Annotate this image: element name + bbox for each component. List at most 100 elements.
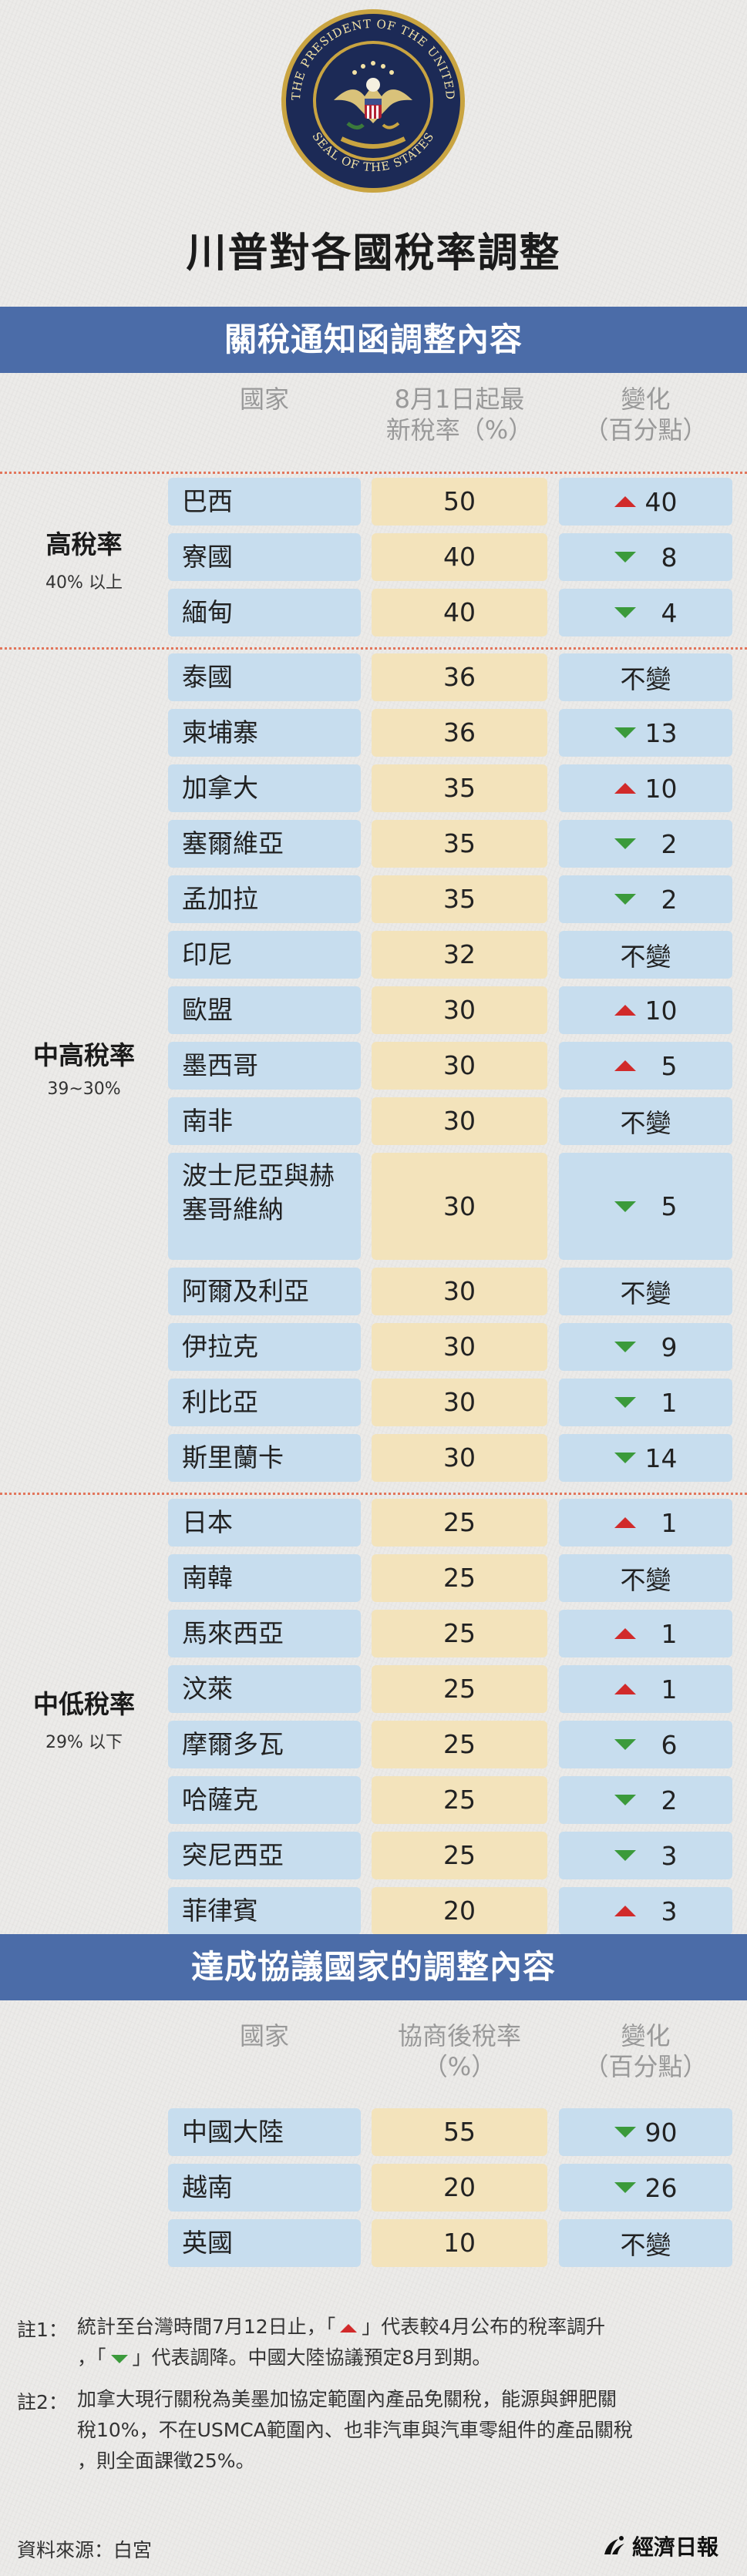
change-number: 10 — [644, 995, 678, 1026]
change-cell-bg — [559, 709, 732, 757]
rate-value: 20 — [443, 2172, 476, 2202]
change-cell-bg — [559, 478, 732, 526]
rate-cell-bg — [372, 1153, 547, 1260]
change-cell-bg — [559, 764, 732, 812]
rate-value: 35 — [443, 884, 476, 914]
rate-value: 35 — [443, 828, 476, 858]
country-cell-bg — [168, 1268, 361, 1315]
table-row: 日本 25 1 — [0, 1499, 747, 1547]
change-value: 2 — [559, 875, 732, 923]
note1-text-b: 」代表較4月公布的稅率調升 — [362, 2316, 606, 2338]
up-triangle-icon — [614, 1684, 636, 1694]
change-cell-bg — [559, 1097, 732, 1145]
rate-value: 40 — [443, 542, 476, 572]
rate-cell-bg — [372, 1776, 547, 1824]
table-row: 泰國 36 不變 — [0, 653, 747, 701]
change-cell-bg — [559, 1042, 732, 1090]
country-name: 南韓 — [182, 1563, 233, 1593]
up-triangle-icon — [614, 1906, 636, 1916]
col-header-rate-2-line1: 協商後稅率 — [397, 2021, 521, 2050]
table-row: 印尼 32 不變 — [0, 931, 747, 979]
rate-cell-bg — [372, 653, 547, 701]
rate-value: 10 — [443, 2228, 476, 2258]
country-name: 寮國 — [182, 542, 233, 572]
country-name: 菲律賓 — [182, 1896, 258, 1926]
down-triangle-icon — [614, 1397, 636, 1408]
country-cell-bg — [168, 589, 361, 636]
table-row: 哈薩克 25 2 — [0, 1776, 747, 1824]
brand-name: 經濟日報 — [632, 2534, 719, 2560]
change-value: 不變 — [559, 931, 732, 979]
down-triangle-icon — [614, 727, 636, 738]
up-triangle-icon — [340, 2323, 358, 2333]
rate-cell-bg — [372, 1554, 547, 1602]
country-name: 泰國 — [182, 662, 233, 692]
note2-line3: ，則全面課徵25%。 — [77, 2450, 255, 2472]
group-separator — [0, 647, 747, 650]
table-row: 突尼西亞 25 3 — [0, 1832, 747, 1879]
change-cell-bg — [559, 589, 732, 636]
note1-text-d: 」代表調降。中國大陸協議預定8月到期。 — [132, 2346, 492, 2369]
rate-cell-bg — [372, 478, 547, 526]
group-subtitle: 39~30% — [47, 1079, 121, 1099]
col-header-change-2-line1: 變化 — [621, 2021, 671, 2050]
country-name: 伊拉克 — [182, 1332, 258, 1362]
rate-cell-bg — [372, 764, 547, 812]
col-header-rate-2: 協商後稅率 （%） — [372, 2020, 547, 2082]
change-number: 不變 — [620, 664, 671, 694]
change-value: 3 — [559, 1832, 732, 1879]
rate-value: 25 — [443, 1674, 476, 1704]
rate-value: 30 — [443, 1050, 476, 1080]
country-name: 緬甸 — [182, 597, 233, 627]
country-cell-bg — [168, 1379, 361, 1426]
change-value: 26 — [559, 2164, 732, 2212]
rate-value: 25 — [443, 1618, 476, 1648]
change-number: 40 — [644, 486, 678, 517]
up-triangle-icon — [614, 783, 636, 794]
note2: 加拿大現行關稅為美墨加協定範圍內產品免關稅，能源與鉀肥關 稅10%，不在USMC… — [77, 2384, 740, 2477]
country-name: 日本 — [182, 1507, 233, 1537]
change-cell-bg — [559, 1554, 732, 1602]
rate-value: 25 — [443, 1507, 476, 1537]
change-number: 2 — [661, 828, 678, 859]
country-cell-bg — [168, 478, 361, 526]
group-title: 中高稅率 — [33, 1039, 135, 1070]
down-triangle-icon — [614, 1342, 636, 1352]
country-name-line1: 波士尼亞與赫 — [182, 1160, 335, 1191]
change-value: 1 — [559, 1665, 732, 1713]
group-label: 高稅率 40% 以上 — [0, 524, 168, 593]
rate-cell-bg — [372, 1097, 547, 1145]
change-number: 5 — [661, 1191, 678, 1221]
country-name: 孟加拉 — [182, 884, 258, 914]
down-triangle-icon — [110, 2354, 128, 2363]
down-triangle-icon — [614, 552, 636, 563]
down-triangle-icon — [614, 894, 636, 905]
group-separator — [0, 1493, 747, 1495]
change-value: 不變 — [559, 1097, 732, 1145]
country-name: 墨西哥 — [182, 1050, 258, 1080]
down-triangle-icon — [614, 838, 636, 849]
down-triangle-icon — [614, 2127, 636, 2138]
table-row: 摩爾多瓦 25 6 — [0, 1721, 747, 1768]
rate-cell-bg — [372, 986, 547, 1034]
change-value: 90 — [559, 2108, 732, 2156]
country-name: 中國大陸 — [182, 2117, 284, 2147]
change-value: 不變 — [559, 1554, 732, 1602]
country-name: 汶萊 — [182, 1674, 233, 1704]
change-cell-bg — [559, 2108, 732, 2156]
change-value: 1 — [559, 1379, 732, 1426]
rate-cell-bg — [372, 1434, 547, 1482]
change-number: 3 — [661, 1840, 678, 1871]
table-row: 斯里蘭卡 30 14 — [0, 1434, 747, 1482]
country-name: 突尼西亞 — [182, 1840, 284, 1870]
country-cell-bg — [168, 1153, 361, 1260]
group-label: 中低稅率 29% 以下 — [0, 1684, 168, 1753]
rate-value: 20 — [443, 1896, 476, 1926]
country-cell-bg — [168, 986, 361, 1034]
rate-cell-bg — [372, 1042, 547, 1090]
change-cell-bg — [559, 1434, 732, 1482]
table-row: 墨西哥 30 5 — [0, 1042, 747, 1090]
rate-value: 32 — [443, 939, 476, 969]
down-triangle-icon — [614, 1795, 636, 1805]
up-triangle-icon — [614, 496, 636, 507]
